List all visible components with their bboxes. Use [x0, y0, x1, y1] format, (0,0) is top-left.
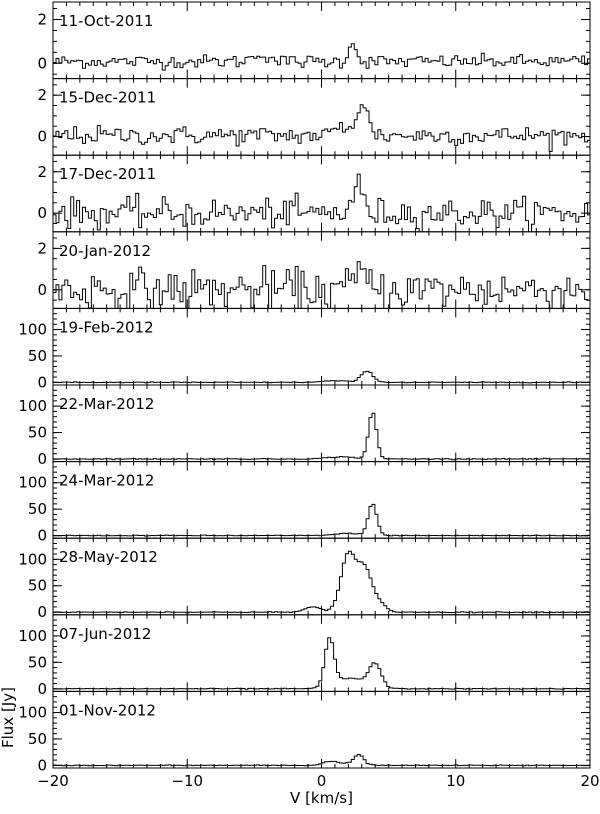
y-tick-label: 100 — [18, 321, 47, 339]
spectrum-line — [53, 261, 590, 309]
spectrum-line — [53, 412, 590, 461]
spectrum-panel: 0 50 100 07-Jun-2012 — [18, 614, 591, 698]
spectrum-panel: 0 50 100 22-Mar-2012 — [18, 384, 591, 468]
y-axis-title: Flux [Jy] — [0, 687, 17, 748]
y-tick-label: 50 — [28, 424, 47, 442]
spectrum-panel: 0 50 100 28-May-2012 — [18, 537, 591, 621]
y-tick-label: 50 — [28, 500, 47, 518]
x-tick-label: −20 — [37, 772, 69, 790]
y-tick-label: 2 — [37, 86, 47, 104]
spectrum-line — [53, 637, 590, 690]
panel-date-label: 24-Mar-2012 — [59, 472, 154, 490]
x-tick-label: 0 — [317, 772, 327, 790]
y-tick-label: 50 — [28, 577, 47, 595]
spectrum-panel: 0 2 17-Dec-2011 — [37, 154, 591, 233]
y-tick-label: 50 — [28, 653, 47, 671]
y-tick-label: 0 — [37, 373, 47, 391]
spectrum-panel: 0 2 11-Oct-2011 — [37, 1, 591, 80]
x-axis-title: V [km/s] — [290, 789, 353, 807]
y-tick-label: 0 — [37, 450, 47, 468]
panel-date-label: 07-Jun-2012 — [59, 625, 151, 643]
y-tick-label: 50 — [28, 347, 47, 365]
spectrum-line — [53, 173, 590, 232]
y-tick-label: 100 — [18, 627, 47, 645]
x-tick-label: 10 — [446, 772, 465, 790]
panel-date-label: 28-May-2012 — [59, 548, 158, 566]
y-tick-label: 2 — [37, 239, 47, 257]
x-tick-label: 20 — [580, 772, 599, 790]
y-tick-label: 0 — [37, 281, 47, 299]
y-tick-label: 100 — [18, 550, 47, 568]
y-tick-label: 50 — [28, 730, 47, 748]
panel-date-label: 17-Dec-2011 — [59, 165, 156, 183]
y-tick-label: 0 — [37, 527, 47, 545]
spectrum-panel: 0 50 100 01-Nov-2012 — [18, 690, 591, 774]
y-tick-label: 0 — [37, 680, 47, 698]
y-tick-label: 0 — [37, 603, 47, 621]
spectrum-line — [53, 43, 590, 71]
panel-date-label: 22-Mar-2012 — [59, 395, 154, 413]
spectrum-panel: 0 50 100 19-Feb-2012 — [18, 307, 591, 391]
y-tick-label: 0 — [37, 54, 47, 72]
y-tick-label: 0 — [37, 128, 47, 146]
spectrum-panel: 0 2 15-Dec-2011 — [37, 78, 591, 156]
y-tick-label: 2 — [37, 163, 47, 181]
panel-date-label: 11-Oct-2011 — [59, 12, 153, 30]
y-tick-label: 0 — [37, 204, 47, 222]
x-tick-label: −10 — [171, 772, 203, 790]
panel-date-label: 01-Nov-2012 — [59, 701, 156, 719]
spectrum-line — [53, 104, 590, 152]
y-tick-label: 100 — [18, 704, 47, 722]
y-tick-label: 2 — [37, 11, 47, 29]
spectrum-line — [53, 550, 590, 614]
y-tick-label: 0 — [37, 756, 47, 774]
y-tick-label: 100 — [18, 397, 47, 415]
spectrum-panel: 0 50 100 24-Mar-2012 — [18, 461, 591, 545]
spectrum-line — [53, 503, 590, 537]
y-tick-label: 100 — [18, 474, 47, 492]
panel-date-label: 19-Feb-2012 — [59, 318, 154, 336]
spectrum-panel: 0 2 20-Jan-2012 — [37, 231, 591, 309]
panel-date-label: 15-Dec-2011 — [59, 89, 156, 107]
panel-date-label: 20-Jan-2012 — [59, 242, 151, 260]
